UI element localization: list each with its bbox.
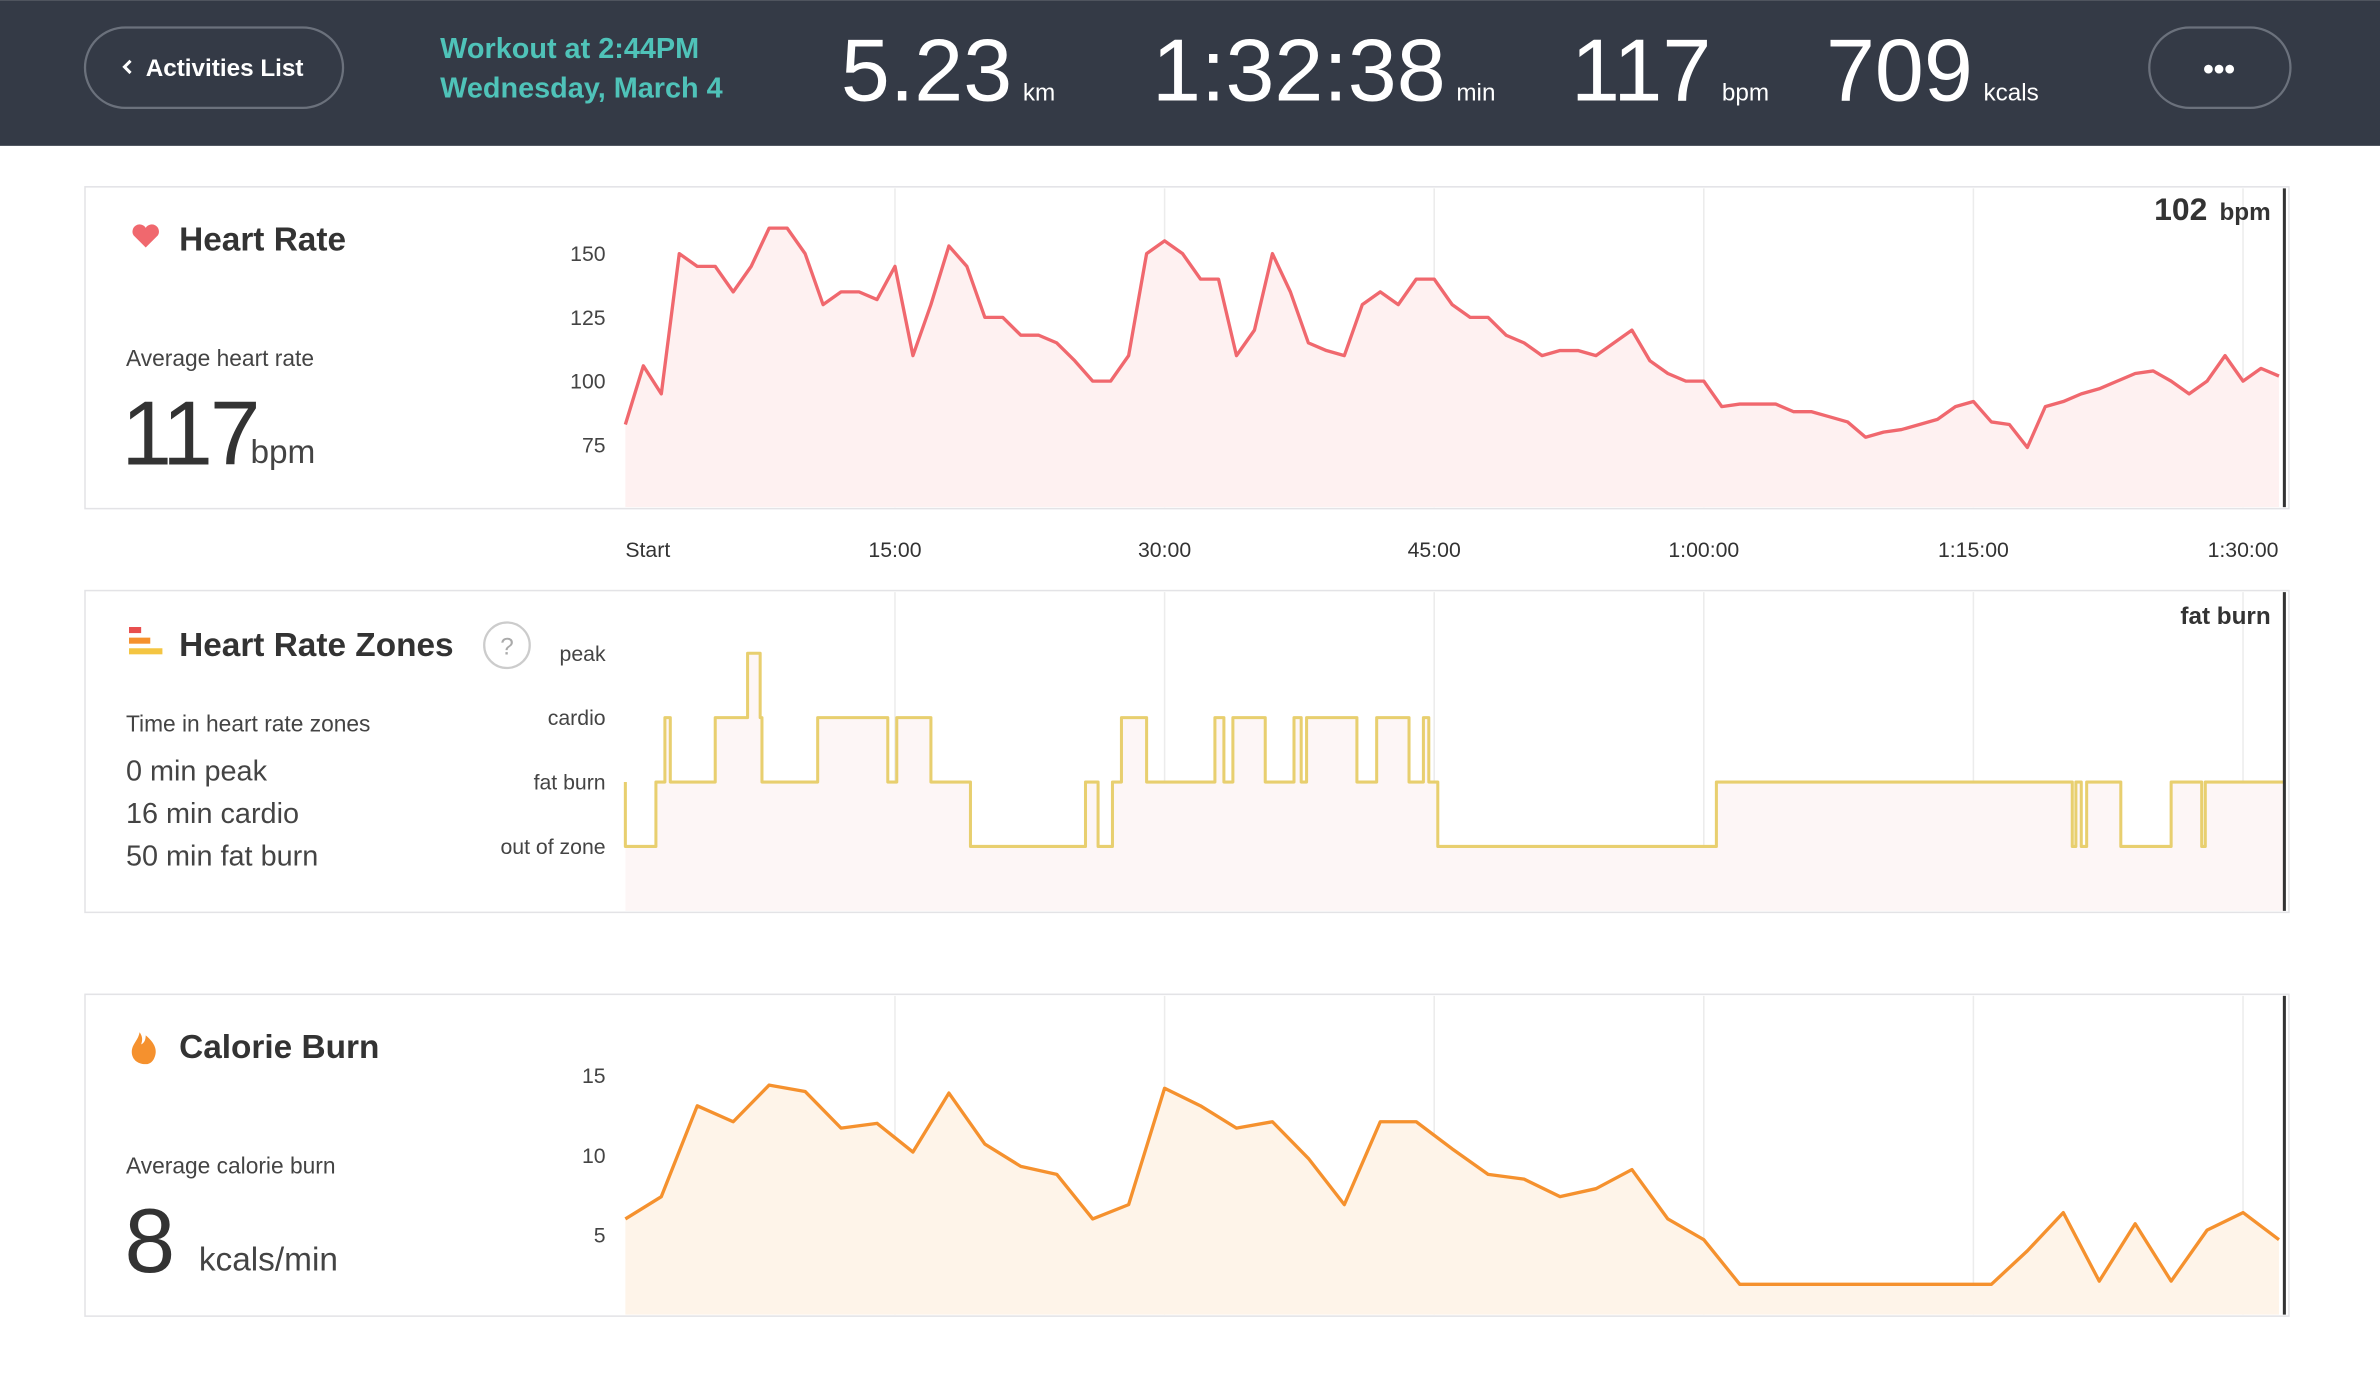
x-tick-label: Start [625,538,670,562]
x-tick-label: 1:00:00 [1668,538,1739,562]
y-tick-label: 125 [570,306,605,330]
y-tick-label: out of zone [500,835,605,859]
icon-bar [129,648,163,655]
icon-bar [129,627,142,634]
menu-button[interactable] [2148,26,2292,110]
back-label[interactable]: Activities List [146,55,304,82]
back-button[interactable] [83,26,345,110]
step-line [623,651,2285,848]
stat-unit: kcals [1983,79,2038,106]
y-tick-label: 100 [570,370,605,394]
zone-summary: 0 min peak [126,755,268,787]
y-tick-label: fat burn [534,771,606,795]
current-number: 102 [2154,191,2207,227]
x-tick-label: 45:00 [1408,538,1461,562]
help-button[interactable] [483,621,531,670]
x-tick-label: 1:30:00 [2208,538,2279,562]
panel-title: Calorie Burn [179,1029,379,1066]
current-value: 102 bpm [2154,191,2271,227]
stat-unit: bpm [1722,79,1769,106]
panel-subtitle: Average calorie burn [126,1152,336,1178]
panel-title: Heart Rate [179,222,346,259]
help-label[interactable]: ? [500,633,513,660]
flame-icon [131,1032,156,1065]
y-tick-label: 10 [582,1144,606,1168]
zones-icon [129,627,163,655]
workout-title: Workout at 2:44PM [440,33,699,65]
stat-unit: min [1456,79,1495,106]
average-value: 8 [124,1191,175,1292]
heart-icon [132,224,159,248]
stat: 5.23 km [841,20,1055,119]
zone-summary: 50 min fat burn [126,840,318,872]
y-tick-label: 150 [570,242,605,266]
stat: 1:32:38 min [1152,20,1495,119]
average-unit: kcals/min [199,1242,338,1279]
stat-unit: km [1023,79,1055,106]
y-tick-label: cardio [548,706,606,730]
zone-summary: 16 min cardio [126,798,299,830]
stat: 117 bpm [1571,20,1769,119]
current-number: fat burn [2180,603,2270,630]
x-tick-label: 30:00 [1138,538,1191,562]
x-tick-label: 1:15:00 [1938,538,2009,562]
stat: 709 kcals [1826,20,2039,119]
average-value: 117 [121,384,257,485]
y-tick-label: peak [560,642,606,666]
stat-value: 117 [1571,20,1711,119]
menu-dots[interactable]: ••• [2203,53,2235,86]
y-tick-label: 15 [582,1064,606,1088]
panel-subtitle: Average heart rate [126,345,314,371]
stats: 5.23 km 1:32:38 min 117 bpm 709 kcals [841,20,2039,119]
x-tick-label: 15:00 [868,538,921,562]
current-unit: bpm [2219,199,2270,226]
y-tick-label: 75 [582,433,606,457]
average-unit: bpm [250,434,315,471]
back-arrow [122,59,132,75]
y-tick-label: 5 [594,1223,606,1247]
line [623,226,2280,450]
panel-subtitle: Time in heart rate zones [126,711,370,737]
stat-value: 709 [1826,20,1973,119]
current-value: fat burn [2180,603,2270,630]
panel-title: Heart Rate Zones [179,627,454,664]
area [625,1085,2279,1315]
header-bar [0,0,2380,146]
icon-bar [129,637,151,644]
stat-value: 1:32:38 [1152,20,1446,119]
workout-date: Wednesday, March 4 [440,72,723,104]
line [624,1083,2280,1286]
stat-value: 5.23 [841,20,1012,119]
